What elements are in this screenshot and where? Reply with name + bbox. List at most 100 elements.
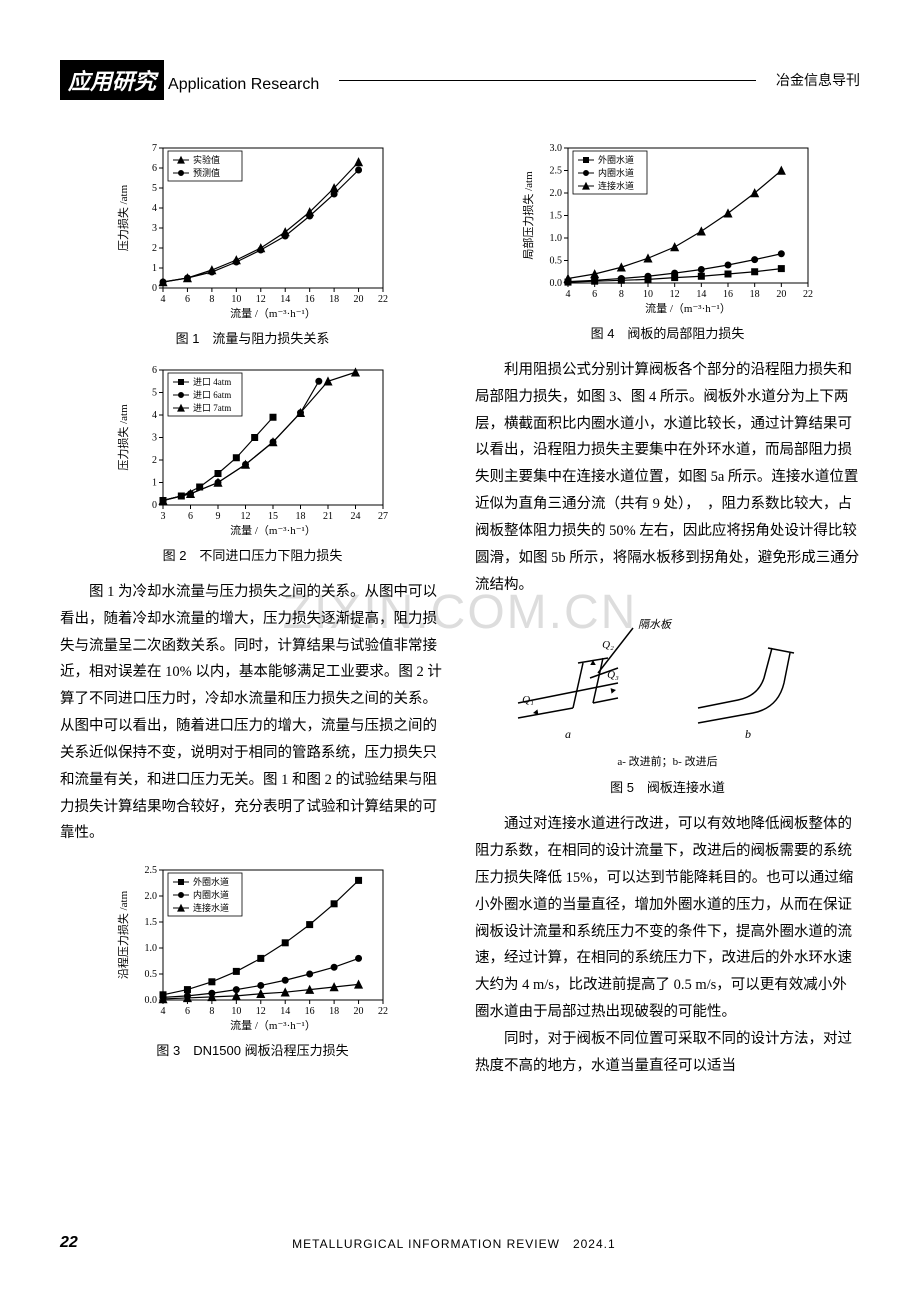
svg-text:4: 4 — [565, 289, 570, 300]
chart-3-caption: 图 3 DN1500 阀板沿程压力损失 — [60, 1040, 445, 1059]
paragraph-2: 利用阻损公式分别计算阀板各个部分的沿程阻力损失和局部阻力损失，如图 3、图 4 … — [475, 357, 860, 598]
svg-text:12: 12 — [255, 1006, 265, 1017]
svg-text:12: 12 — [240, 511, 250, 522]
svg-text:1: 1 — [152, 478, 157, 489]
svg-text:10: 10 — [231, 294, 241, 305]
chart-1-caption: 图 1 流量与阻力损失关系 — [60, 328, 445, 347]
svg-text:10: 10 — [231, 1006, 241, 1017]
svg-text:24: 24 — [350, 511, 360, 522]
svg-text:实验值: 实验值 — [193, 154, 220, 165]
svg-text:15: 15 — [268, 511, 278, 522]
page-number: 22 — [60, 1234, 78, 1252]
svg-text:预测值: 预测值 — [193, 167, 220, 178]
svg-text:6: 6 — [184, 294, 189, 305]
paragraph-3: 通过对连接水道进行改进，可以有效地降低阀板整体的阻力系数，在相同的设计流量下，改… — [475, 811, 860, 1026]
svg-text:0.5: 0.5 — [549, 256, 562, 267]
svg-text:流量 /（m⁻³·h⁻¹）: 流量 /（m⁻³·h⁻¹） — [645, 301, 731, 315]
svg-text:2.5: 2.5 — [549, 166, 562, 177]
svg-text:内圈水道: 内圈水道 — [598, 167, 634, 178]
svg-text:0.5: 0.5 — [144, 969, 157, 980]
svg-text:14: 14 — [696, 289, 706, 300]
chart-4: 0.00.51.01.52.02.53.046810121416182022流量… — [475, 140, 860, 315]
svg-text:连接水道: 连接水道 — [598, 180, 634, 191]
svg-text:0: 0 — [152, 500, 157, 511]
svg-text:10: 10 — [643, 289, 653, 300]
svg-text:连接水道: 连接水道 — [193, 902, 229, 913]
svg-text:沿程压力损失 /atm: 沿程压力损失 /atm — [116, 891, 130, 980]
svg-text:外圈水道: 外圈水道 — [598, 154, 634, 165]
svg-text:压力损失 /atm: 压力损失 /atm — [116, 184, 130, 251]
content-area: 0123456746810121416182022流量 /（m⁻³·h⁻¹）压力… — [0, 110, 920, 1079]
paragraph-1: 图 1 为冷却水流量与压力损失之间的关系。从图中可以看出，随着冷却水流量的增大，… — [60, 579, 445, 847]
svg-text:21: 21 — [323, 511, 333, 522]
svg-text:6: 6 — [188, 511, 193, 522]
svg-text:8: 8 — [209, 294, 214, 305]
svg-text:流量 /（m⁻³·h⁻¹）: 流量 /（m⁻³·h⁻¹） — [230, 523, 316, 537]
svg-text:7: 7 — [152, 143, 157, 154]
svg-text:3: 3 — [152, 223, 157, 234]
svg-text:4: 4 — [152, 203, 157, 214]
svg-text:1.0: 1.0 — [549, 233, 562, 244]
svg-text:2.0: 2.0 — [549, 188, 562, 199]
svg-text:5: 5 — [152, 388, 157, 399]
page-footer: 22 METALLURGICAL INFORMATION REVIEW 2024… — [60, 1234, 860, 1252]
svg-text:进口 4atm: 进口 4atm — [193, 377, 231, 387]
paragraph-4: 同时，对于阀板不同位置可采取不同的设计方法，对过热度不高的地方，水道当量直径可以… — [475, 1026, 860, 1080]
journal-name: 冶金信息导刊 — [776, 70, 860, 90]
chart-1: 0123456746810121416182022流量 /（m⁻³·h⁻¹）压力… — [60, 140, 445, 320]
svg-text:8: 8 — [209, 1006, 214, 1017]
fig-5: 隔水板Q₁Q₂Q₃ab — [475, 608, 860, 748]
svg-text:16: 16 — [723, 289, 733, 300]
svg-text:4: 4 — [160, 1006, 165, 1017]
svg-text:14: 14 — [280, 294, 290, 305]
svg-text:6: 6 — [184, 1006, 189, 1017]
section-title-en: Application Research — [168, 76, 319, 94]
chart-2-caption: 图 2 不同进口压力下阻力损失 — [60, 545, 445, 564]
svg-text:18: 18 — [295, 511, 305, 522]
page-header: 应用研究 Application Research 冶金信息导刊 — [0, 0, 920, 110]
chart-3: 0.00.51.01.52.02.546810121416182022流量 /（… — [60, 862, 445, 1032]
svg-text:2.0: 2.0 — [144, 891, 157, 902]
svg-text:6: 6 — [592, 289, 597, 300]
svg-text:内圈水道: 内圈水道 — [193, 889, 229, 900]
right-column: 0.00.51.01.52.02.53.046810121416182022流量… — [475, 130, 860, 1079]
svg-text:进口 7atm: 进口 7atm — [193, 403, 231, 413]
svg-text:1.0: 1.0 — [144, 943, 157, 954]
svg-text:1.5: 1.5 — [144, 917, 157, 928]
svg-text:4: 4 — [160, 294, 165, 305]
chart-4-caption: 图 4 阀板的局部阻力损失 — [475, 323, 860, 342]
svg-text:隔水板: 隔水板 — [638, 618, 673, 631]
svg-text:a: a — [565, 727, 571, 741]
svg-text:20: 20 — [353, 1006, 363, 1017]
svg-text:22: 22 — [803, 289, 813, 300]
svg-text:18: 18 — [329, 294, 339, 305]
svg-text:14: 14 — [280, 1006, 290, 1017]
svg-text:5: 5 — [152, 183, 157, 194]
footer-center: METALLURGICAL INFORMATION REVIEW 2024.1 — [292, 1235, 616, 1252]
svg-text:2.5: 2.5 — [144, 865, 157, 876]
svg-text:6: 6 — [152, 365, 157, 376]
svg-text:进口 6atm: 进口 6atm — [193, 390, 231, 400]
svg-text:外圈水道: 外圈水道 — [193, 876, 229, 887]
section-title-cn: 应用研究 — [60, 60, 164, 100]
svg-text:18: 18 — [749, 289, 759, 300]
svg-text:20: 20 — [776, 289, 786, 300]
svg-text:0.0: 0.0 — [549, 278, 562, 289]
chart-2: 0123456369121518212427流量 /（m⁻³·h⁻¹）压力损失 … — [60, 362, 445, 537]
svg-text:3.0: 3.0 — [549, 143, 562, 154]
svg-text:27: 27 — [378, 511, 388, 522]
fig-5-subcaption: a- 改进前；b- 改进后 — [475, 753, 860, 769]
svg-text:流量 /（m⁻³·h⁻¹）: 流量 /（m⁻³·h⁻¹） — [230, 1018, 316, 1032]
svg-text:流量 /（m⁻³·h⁻¹）: 流量 /（m⁻³·h⁻¹） — [230, 306, 316, 320]
svg-text:20: 20 — [353, 294, 363, 305]
fig-5-caption: 图 5 阀板连接水道 — [475, 777, 860, 796]
svg-text:9: 9 — [215, 511, 220, 522]
left-column: 0123456746810121416182022流量 /（m⁻³·h⁻¹）压力… — [60, 130, 445, 1079]
svg-text:12: 12 — [255, 294, 265, 305]
svg-text:2: 2 — [152, 455, 157, 466]
svg-text:3: 3 — [160, 511, 165, 522]
svg-text:22: 22 — [378, 294, 388, 305]
svg-text:8: 8 — [618, 289, 623, 300]
svg-text:1.5: 1.5 — [549, 211, 562, 222]
svg-text:16: 16 — [304, 294, 314, 305]
